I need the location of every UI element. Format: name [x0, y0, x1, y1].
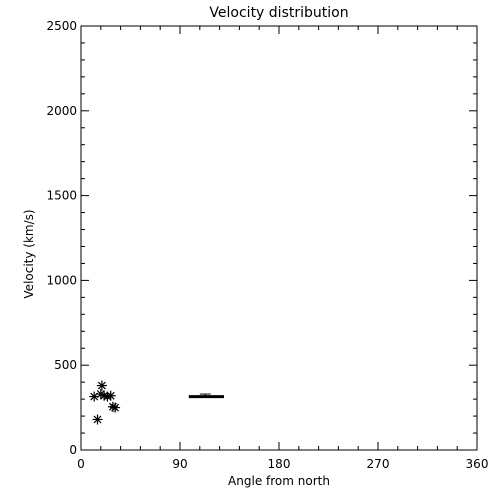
- plot-frame: [80, 25, 478, 451]
- y-tick-label: 500: [54, 358, 77, 372]
- data-point: [92, 414, 103, 425]
- x-tick-label: 360: [466, 457, 489, 471]
- y-axis-label: Velocity (km/s): [22, 209, 36, 298]
- y-tick-label: 0: [69, 443, 77, 457]
- y-tick-label: 1000: [46, 273, 77, 287]
- x-tick-label: 270: [367, 457, 390, 471]
- y-tick-label: 1500: [46, 189, 77, 203]
- chart-title: Velocity distribution: [209, 5, 348, 21]
- data-points: [89, 380, 121, 425]
- x-axis-ticks: 0 90 180 270 360: [77, 26, 488, 471]
- y-tick-label: 2500: [46, 19, 77, 33]
- x-tick-label: 90: [172, 457, 187, 471]
- x-axis-label: Angle from north: [228, 474, 330, 488]
- summary-marker: [188, 393, 224, 399]
- data-point: [96, 380, 107, 391]
- data-point: [110, 402, 121, 413]
- data-point: [105, 390, 116, 401]
- y-axis-ticks: 0 500 1000 1500 2000 2500: [46, 19, 477, 457]
- x-tick-label: 180: [268, 457, 291, 471]
- y-tick-label: 2000: [46, 104, 77, 118]
- x-tick-label: 0: [77, 457, 85, 471]
